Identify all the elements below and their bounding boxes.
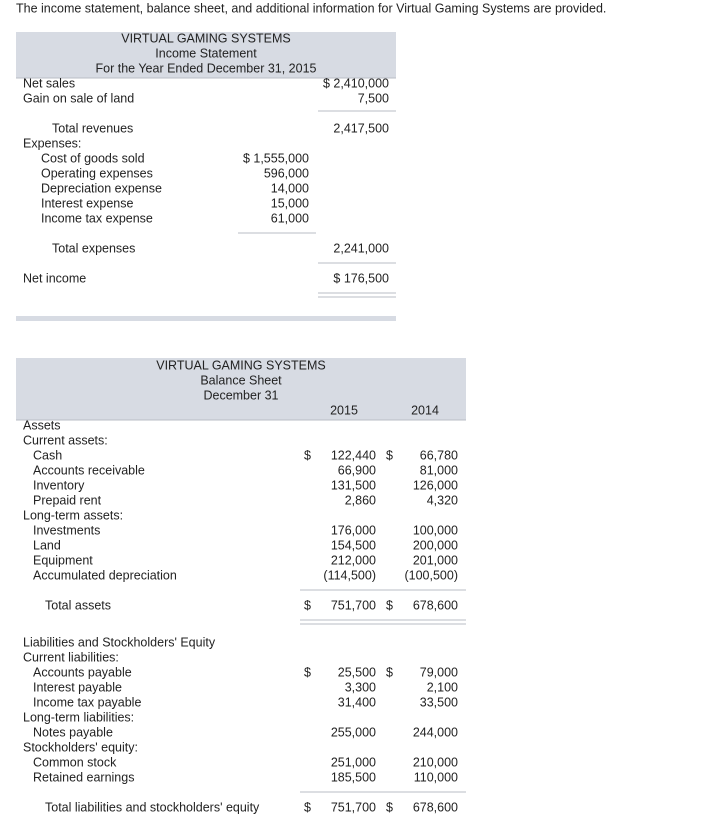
currency-sign: $ — [304, 665, 311, 679]
amount: 3,300 — [345, 680, 376, 694]
header-line: VIRTUAL GAMING SYSTEMS — [156, 358, 325, 372]
row-label: Inventory — [33, 478, 85, 492]
amount: 7,500 — [358, 91, 389, 105]
header-line: December 31 — [203, 388, 278, 402]
currency-sign: $ — [386, 598, 393, 612]
amount: 2,100 — [427, 680, 458, 694]
amount: 210,000 — [413, 755, 458, 769]
row-label: Interest expense — [41, 196, 133, 210]
income-header-bg — [16, 32, 396, 78]
amount: 131,500 — [331, 478, 376, 492]
row-label: Accumulated depreciation — [33, 568, 177, 582]
row-label: Notes payable — [33, 725, 113, 739]
amount: 110,000 — [414, 770, 458, 784]
row-label: Investments — [33, 523, 100, 537]
amount: (100,500) — [404, 568, 458, 582]
amount: 66,780 — [420, 448, 458, 462]
header-line: Balance Sheet — [200, 373, 282, 387]
amount: 31,400 — [338, 695, 376, 709]
year-header: 2015 — [330, 403, 358, 417]
row-label: Current liabilities: — [23, 650, 119, 664]
amount: 200,000 — [413, 538, 458, 552]
row-label: Expenses: — [23, 136, 81, 150]
row-label: Prepaid rent — [33, 493, 102, 507]
amount: 79,000 — [420, 665, 458, 679]
amount: 244,000 — [413, 725, 458, 739]
amount: 66,900 — [338, 463, 376, 477]
currency-sign: $ — [386, 800, 393, 814]
row-label: Long-term liabilities: — [23, 710, 134, 724]
row-label: Cash — [33, 448, 62, 462]
amount: 15,000 — [271, 196, 309, 210]
amount: 25,500 — [338, 665, 376, 679]
amount: $ 1,555,000 — [243, 151, 309, 165]
amount: 678,600 — [413, 598, 458, 612]
row-label: Gain on sale of land — [23, 91, 134, 105]
header-line: For the Year Ended December 31, 2015 — [96, 61, 317, 75]
row-label: Common stock — [33, 755, 117, 769]
amount: 81,000 — [420, 463, 458, 477]
row-label: Total expenses — [52, 241, 135, 255]
amount: $ 2,410,000 — [323, 76, 389, 90]
balance-header-bg — [16, 358, 466, 420]
amount: 33,500 — [420, 695, 458, 709]
currency-sign: $ — [304, 598, 311, 612]
amount: 100,000 — [413, 523, 458, 537]
amount: 201,000 — [413, 553, 458, 567]
row-label: Accounts payable — [33, 665, 132, 679]
amount: 251,000 — [331, 755, 376, 769]
income-footer-bar — [16, 316, 396, 321]
amount: 126,000 — [413, 478, 458, 492]
currency-sign: $ — [304, 448, 311, 462]
row-label: Cost of goods sold — [41, 151, 145, 165]
row-label: Operating expenses — [41, 166, 153, 180]
row-label: Income tax expense — [41, 211, 153, 225]
row-label: Retained earnings — [33, 770, 134, 784]
row-label: Depreciation expense — [41, 181, 162, 195]
row-label: Total assets — [45, 598, 111, 612]
row-label: Total liabilities and stockholders' equi… — [45, 800, 260, 814]
row-label: Stockholders' equity: — [23, 740, 138, 754]
amount: 4,320 — [427, 493, 458, 507]
row-label: Net sales — [23, 76, 75, 90]
amount: 176,000 — [331, 523, 376, 537]
header-line: Income Statement — [155, 46, 257, 60]
row-label: Income tax payable — [33, 695, 141, 709]
row-label: Accounts receivable — [33, 463, 145, 477]
amount: 185,500 — [331, 770, 376, 784]
row-label: Assets — [23, 418, 61, 432]
amount: 122,440 — [331, 448, 376, 462]
amount: 255,000 — [331, 725, 376, 739]
currency-sign: $ — [386, 448, 393, 462]
amount: 2,241,000 — [333, 241, 389, 255]
row-label: Total revenues — [52, 121, 133, 135]
amount: 2,417,500 — [333, 121, 389, 135]
row-label: Land — [33, 538, 61, 552]
row-label: Interest payable — [33, 680, 122, 694]
amount: 596,000 — [264, 166, 309, 180]
year-header: 2014 — [411, 403, 439, 417]
amount: $ 176,500 — [333, 271, 389, 285]
amount: 2,860 — [345, 493, 376, 507]
currency-sign: $ — [386, 665, 393, 679]
amount: (114,500) — [323, 568, 376, 582]
amount: 212,000 — [331, 553, 376, 567]
amount: 678,600 — [413, 800, 458, 814]
header-line: VIRTUAL GAMING SYSTEMS — [121, 31, 290, 45]
row-label: Liabilities and Stockholders' Equity — [23, 635, 216, 649]
amount: 61,000 — [271, 211, 309, 225]
currency-sign: $ — [304, 800, 311, 814]
amount: 751,700 — [331, 598, 376, 612]
row-label: Net income — [23, 271, 86, 285]
row-label: Equipment — [33, 553, 93, 567]
intro-text: The income statement, balance sheet, and… — [16, 1, 606, 15]
row-label: Current assets: — [23, 433, 108, 447]
row-label: Long-term assets: — [23, 508, 123, 522]
amount: 751,700 — [331, 800, 376, 814]
amount: 154,500 — [331, 538, 376, 552]
amount: 14,000 — [271, 181, 309, 195]
